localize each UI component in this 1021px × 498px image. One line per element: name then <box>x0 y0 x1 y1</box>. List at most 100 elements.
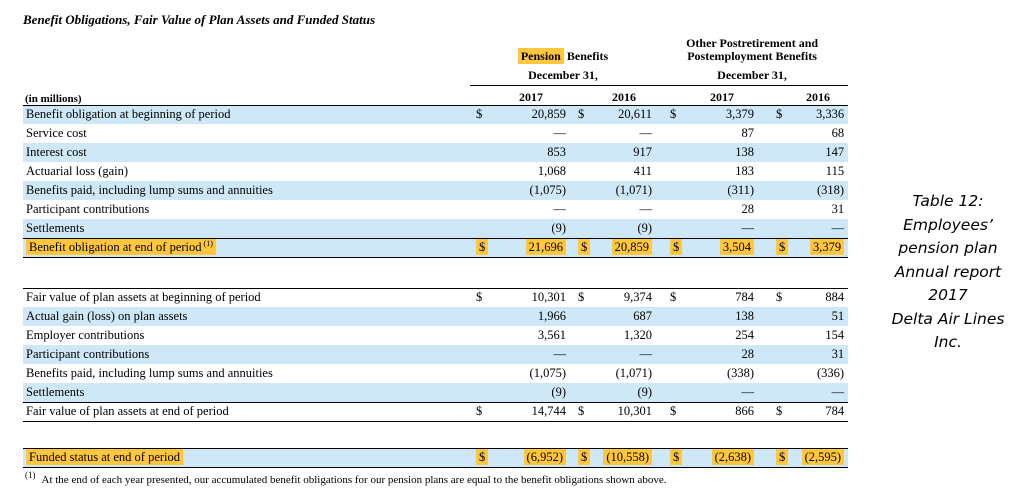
cell-value: (2,638) <box>686 447 759 468</box>
cell-value: (311) <box>686 181 759 200</box>
dollar-col <box>758 307 789 326</box>
dollar-sign: $ <box>758 105 789 124</box>
annotation-line: Delta Air Lines <box>891 309 1005 328</box>
cell-value: (9) <box>592 383 657 402</box>
cell-value: 87 <box>741 126 755 140</box>
table-row: Participant contributions — — 28 31 <box>23 345 849 364</box>
dollar-col <box>470 162 492 181</box>
cell-value: 31 <box>831 202 845 216</box>
cell-value: 3,336 <box>788 105 849 124</box>
table-row: Settlements (9) (9) — — <box>23 219 849 238</box>
table-row: Participant contributions — — 28 31 <box>23 200 848 219</box>
dollar-col <box>656 326 686 345</box>
cell-value: 31 <box>788 345 849 364</box>
cell-value: 51 <box>788 307 849 326</box>
dollar-sign: $ <box>470 447 492 468</box>
cell-value: 154 <box>825 328 845 342</box>
footnote-marker: (1) <box>25 470 36 481</box>
dollar-col <box>470 200 492 219</box>
opeb-header: Other Postretirement and Postemployment … <box>656 34 848 66</box>
dollar-sign: $ <box>470 287 492 307</box>
footnote: (1) At the end of each year presented, ou… <box>25 471 725 486</box>
annotation-line: Table 12: <box>912 192 984 210</box>
cell-value: 183 <box>735 164 755 178</box>
cell-value: (9) <box>592 219 657 238</box>
dollar-col <box>758 162 788 181</box>
dollar-sign: $ <box>758 447 789 468</box>
cell-value: 20,611 <box>592 105 657 124</box>
cell-value: — <box>639 126 653 140</box>
dollar-sign: $ <box>656 447 687 468</box>
row-label: Service cost <box>26 126 87 140</box>
dollar-col <box>570 219 592 238</box>
dollar-col <box>470 124 492 143</box>
footnote-ref: (1) <box>201 238 213 248</box>
dollar-sign: $ <box>570 401 592 422</box>
dollar-sign: $ <box>570 287 592 307</box>
dollar-col <box>570 143 592 162</box>
cell-value: 3,379 <box>788 237 849 258</box>
dollar-col <box>656 200 686 219</box>
cell-value: 917 <box>592 143 657 162</box>
annotation-line: Employees’ <box>903 215 993 234</box>
dollar-sign: $ <box>570 105 592 124</box>
dollar-col <box>570 162 592 181</box>
table-row: Actuarial loss (gain) 1,068 411 183 115 <box>23 162 848 181</box>
dollar-col <box>758 345 789 364</box>
dollar-col <box>656 345 687 364</box>
year-header-row: (in millions) 2017 2016 2017 2016 <box>23 85 849 106</box>
table-row: Funded status at end of period $ (6,952) $(… <box>23 447 849 468</box>
cell-value: (9) <box>492 383 570 402</box>
row-label: Fair value of plan assets at beginning o… <box>23 287 470 307</box>
cell-value: (10,558) <box>592 447 657 468</box>
year-header-gap <box>570 85 592 106</box>
cell-value: — <box>592 345 657 364</box>
cell-value: 3,504 <box>686 237 759 258</box>
row-label: Settlements <box>23 219 470 238</box>
table-row: Actual gain (loss) on plan assets 1,966 68… <box>23 307 849 326</box>
cell-value: 411 <box>633 164 653 178</box>
cell-value: 14,744 <box>492 401 570 422</box>
page-title: Benefit Obligations, Fair Value of Plan … <box>23 12 376 27</box>
table-row: Fair value of plan assets at beginning o… <box>23 287 849 307</box>
cell-value: (1,071) <box>615 366 653 380</box>
row-label: Benefits paid, including lump sums and a… <box>23 181 470 200</box>
pension-benefits-header: Pension Benefits <box>470 34 656 66</box>
cell-value: 3,561 <box>537 328 566 342</box>
row-label: Benefit obligation at beginning of perio… <box>23 105 470 124</box>
spacer-row <box>23 257 849 288</box>
cell-value: 784 <box>788 401 849 422</box>
dollar-col <box>656 143 687 162</box>
cell-value: 784 <box>686 287 759 307</box>
pension-date-label: December 31, <box>470 66 657 86</box>
cell-value: (1,071) <box>592 181 657 200</box>
dollar-col <box>470 326 492 345</box>
row-label: Participant contributions <box>26 202 150 216</box>
spacer-cell <box>23 421 849 448</box>
dollar-sign: $ <box>656 237 687 258</box>
dollar-col <box>758 326 788 345</box>
dollar-col <box>758 200 788 219</box>
group-header-spacer <box>23 34 470 66</box>
cell-value: 138 <box>686 307 759 326</box>
row-label: Benefit obligation at end of period (1) <box>23 237 470 258</box>
dollar-col <box>758 143 789 162</box>
dollar-sign: $ <box>570 447 592 468</box>
dollar-col <box>570 326 592 345</box>
cell-value: 884 <box>788 287 849 307</box>
cell-value: — <box>492 345 570 364</box>
annotation-line: pension plan <box>898 239 998 258</box>
dollar-sign: $ <box>656 105 687 124</box>
cell-value: 147 <box>788 143 849 162</box>
pension-highlight: Pension <box>517 48 564 64</box>
table-row: Employer contributions 3,561 1,320 254 154 <box>23 326 848 345</box>
dollar-col <box>570 383 592 402</box>
cell-value: (318) <box>788 181 849 200</box>
row-label: Participant contributions <box>23 345 470 364</box>
cell-value: (6,952) <box>492 447 570 468</box>
cell-value: 28 <box>686 345 759 364</box>
cell-value: 1,320 <box>623 328 653 342</box>
in-millions-label: (in millions) <box>23 85 470 106</box>
dollar-sign: $ <box>758 401 789 422</box>
dollar-col <box>758 124 788 143</box>
